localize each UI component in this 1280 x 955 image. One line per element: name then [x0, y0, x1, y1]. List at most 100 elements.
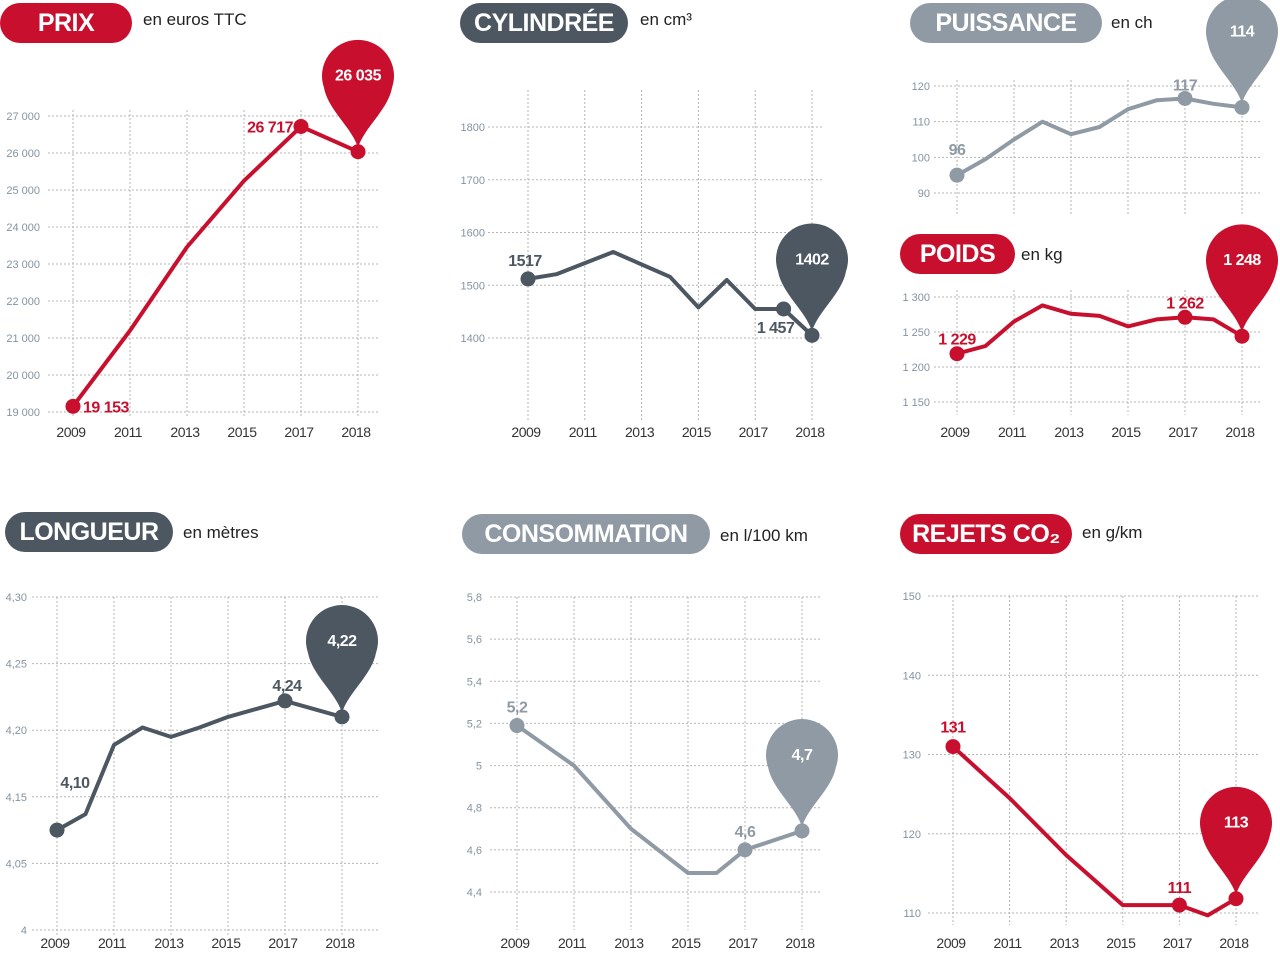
x-tick-label: 2017 — [268, 935, 298, 951]
data-point-label: 4,6 — [735, 824, 756, 841]
data-point-marker — [794, 823, 810, 839]
y-tick-label: 21 000 — [6, 333, 40, 345]
pin-value-label: 113 — [1224, 815, 1249, 832]
x-tick-label: 2013 — [625, 424, 655, 440]
x-tick-label: 2018 — [341, 424, 371, 440]
unit-label-consommation: en l/100 km — [720, 526, 808, 545]
y-tick-label: 140 — [903, 670, 921, 682]
unit-label-prix: en euros TTC — [143, 10, 247, 29]
data-point-marker — [293, 118, 309, 134]
y-tick-label: 22 000 — [6, 296, 40, 308]
data-point-marker — [520, 271, 536, 287]
data-point-marker — [1171, 897, 1187, 913]
y-tick-label: 4,4 — [467, 887, 482, 899]
title-badge-rejets-co2: REJETS CO₂ — [900, 514, 1072, 554]
data-point-marker — [949, 346, 965, 362]
chart-prix: 19 000 20 000 21 000 22 000 23 000 24 000 25 0… — [6, 39, 394, 440]
data-point-label: 111 — [1168, 880, 1192, 897]
y-tick-label: 20 000 — [6, 370, 40, 382]
y-tick-label: 1 200 — [902, 362, 930, 374]
series-line — [955, 96, 1244, 178]
title-badge-longueur: LONGUEUR — [5, 512, 173, 552]
y-tick-label: 90 — [918, 188, 930, 200]
chart-rejets-co2: 110 120 130 140 150 2009 2011 2013 2015 2017 2018 1… — [903, 591, 1272, 951]
y-tick-label: 4,25 — [6, 659, 27, 671]
map-pin-icon — [1206, 0, 1278, 104]
series-line — [515, 723, 804, 875]
pin-value-label: 4,7 — [792, 747, 813, 764]
data-point-marker — [776, 301, 792, 317]
x-tick-label: 2017 — [1168, 424, 1198, 440]
data-point-marker — [1234, 99, 1250, 115]
y-tick-label: 1 300 — [902, 292, 930, 304]
x-tick-label: 2017 — [728, 935, 758, 951]
y-tick-label: 4,20 — [6, 725, 27, 737]
pin-value-label: 26 035 — [335, 68, 382, 85]
pin-value-label: 4,22 — [327, 633, 357, 650]
data-point-label: 4,10 — [60, 775, 90, 792]
pin-value-label: 114 — [1230, 23, 1255, 40]
x-tick-label: 2015 — [671, 935, 701, 951]
x-tick-label: 2013 — [154, 935, 184, 951]
data-point-label: 1 229 — [938, 332, 976, 349]
x-tick-label: 2018 — [1225, 424, 1255, 440]
title-badge-poids: POIDS — [900, 234, 1015, 274]
y-tick-label: 5,8 — [467, 592, 482, 604]
y-tick-label: 4,8 — [467, 803, 482, 815]
title-badge-cylindree: CYLINDRÉE — [460, 3, 628, 43]
map-pin-icon — [322, 39, 394, 148]
x-tick-label: 2011 — [998, 424, 1027, 440]
y-tick-label: 110 — [912, 117, 930, 129]
y-tick-label: 1 150 — [902, 397, 930, 409]
pin-value-label: 1 248 — [1223, 252, 1261, 269]
data-point-marker — [804, 327, 820, 343]
y-tick-label: 19 000 — [6, 407, 40, 419]
map-pin-icon — [766, 719, 838, 827]
y-tick-label: 1 250 — [902, 327, 930, 339]
unit-label-puissance: en ch — [1111, 13, 1153, 32]
x-tick-label: 2009 — [500, 935, 530, 951]
x-tick-label: 2013 — [1054, 424, 1084, 440]
title-badge-prix: PRIX — [0, 3, 132, 43]
data-point-label: 96 — [949, 142, 966, 159]
x-tick-label: 2018 — [795, 424, 825, 440]
y-tick-label: 27 000 — [6, 111, 40, 123]
x-tick-label: 2015 — [682, 424, 712, 440]
y-tick-label: 1400 — [461, 333, 485, 345]
data-point-marker — [277, 693, 293, 709]
y-tick-label: 4,6 — [467, 845, 482, 857]
x-tick-label: 2015 — [227, 424, 257, 440]
data-point-marker — [350, 144, 366, 160]
x-tick-label: 2009 — [940, 424, 970, 440]
data-point-marker — [737, 842, 753, 858]
data-point-marker — [1177, 309, 1193, 325]
series-line — [71, 124, 360, 409]
y-tick-label: 5,4 — [467, 676, 482, 688]
y-tick-label: 23 000 — [6, 259, 40, 271]
unit-label-poids: en kg — [1021, 245, 1063, 264]
x-tick-label: 2015 — [1111, 424, 1141, 440]
map-pin-icon — [1200, 786, 1272, 895]
y-tick-label: 1600 — [461, 228, 485, 240]
chart-consommation: 4,4 4,6 4,8 5 5,2 5,4 5,6 5,8 2009 2011 2013 2015 20… — [467, 592, 838, 951]
unit-label-longueur: en mètres — [183, 523, 259, 542]
data-point-label: 19 153 — [83, 399, 130, 416]
data-point-label: 1 457 — [757, 320, 795, 337]
y-tick-label: 4 — [21, 925, 27, 937]
x-tick-label: 2013 — [170, 424, 200, 440]
data-point-marker — [949, 167, 965, 183]
y-tick-label: 1700 — [461, 175, 485, 187]
data-point-marker — [49, 822, 65, 838]
chart-puissance: 90 100 110 120 96 117 114 — [912, 0, 1278, 215]
series-line — [55, 698, 344, 833]
y-tick-label: 110 — [903, 908, 921, 920]
chart-cylindree: 1400 1500 1600 1700 1800 2009 2011 2013 2015 2017… — [461, 90, 848, 440]
y-tick-label: 5,6 — [467, 634, 482, 646]
chart-poids: 1 150 1 200 1 250 1 300 2009 2011 2013 2015 2017… — [902, 224, 1278, 440]
series-line — [951, 744, 1238, 918]
x-tick-label: 2018 — [325, 935, 355, 951]
y-tick-label: 5 — [476, 761, 482, 773]
data-point-marker — [945, 739, 961, 755]
y-tick-label: 120 — [912, 81, 930, 93]
